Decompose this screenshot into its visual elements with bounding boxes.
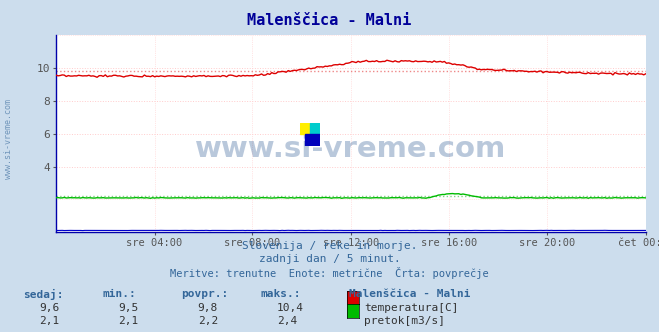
- Text: pretok[m3/s]: pretok[m3/s]: [364, 316, 445, 326]
- Text: Malenščica - Malni: Malenščica - Malni: [247, 13, 412, 28]
- Text: 9,8: 9,8: [198, 303, 218, 313]
- Text: min.:: min.:: [102, 289, 136, 299]
- Text: 9,6: 9,6: [40, 303, 60, 313]
- Text: 2,1: 2,1: [40, 316, 60, 326]
- Text: Slovenija / reke in morje.: Slovenija / reke in morje.: [242, 241, 417, 251]
- Text: 2,1: 2,1: [119, 316, 139, 326]
- Text: 2,4: 2,4: [277, 316, 297, 326]
- Bar: [304, 134, 320, 146]
- Text: Meritve: trenutne  Enote: metrične  Črta: povprečje: Meritve: trenutne Enote: metrične Črta: …: [170, 267, 489, 279]
- Text: Malenščica - Malni: Malenščica - Malni: [349, 289, 471, 299]
- Text: 10,4: 10,4: [277, 303, 304, 313]
- Text: sedaj:: sedaj:: [23, 289, 63, 300]
- Text: maks.:: maks.:: [260, 289, 301, 299]
- Bar: [300, 123, 310, 134]
- Text: www.si-vreme.com: www.si-vreme.com: [4, 100, 13, 179]
- Text: www.si-vreme.com: www.si-vreme.com: [195, 135, 507, 163]
- Text: 9,5: 9,5: [119, 303, 139, 313]
- Text: povpr.:: povpr.:: [181, 289, 229, 299]
- Text: temperatura[C]: temperatura[C]: [364, 303, 459, 313]
- Bar: [310, 123, 320, 134]
- Text: 2,2: 2,2: [198, 316, 218, 326]
- Text: zadnji dan / 5 minut.: zadnji dan / 5 minut.: [258, 254, 401, 264]
